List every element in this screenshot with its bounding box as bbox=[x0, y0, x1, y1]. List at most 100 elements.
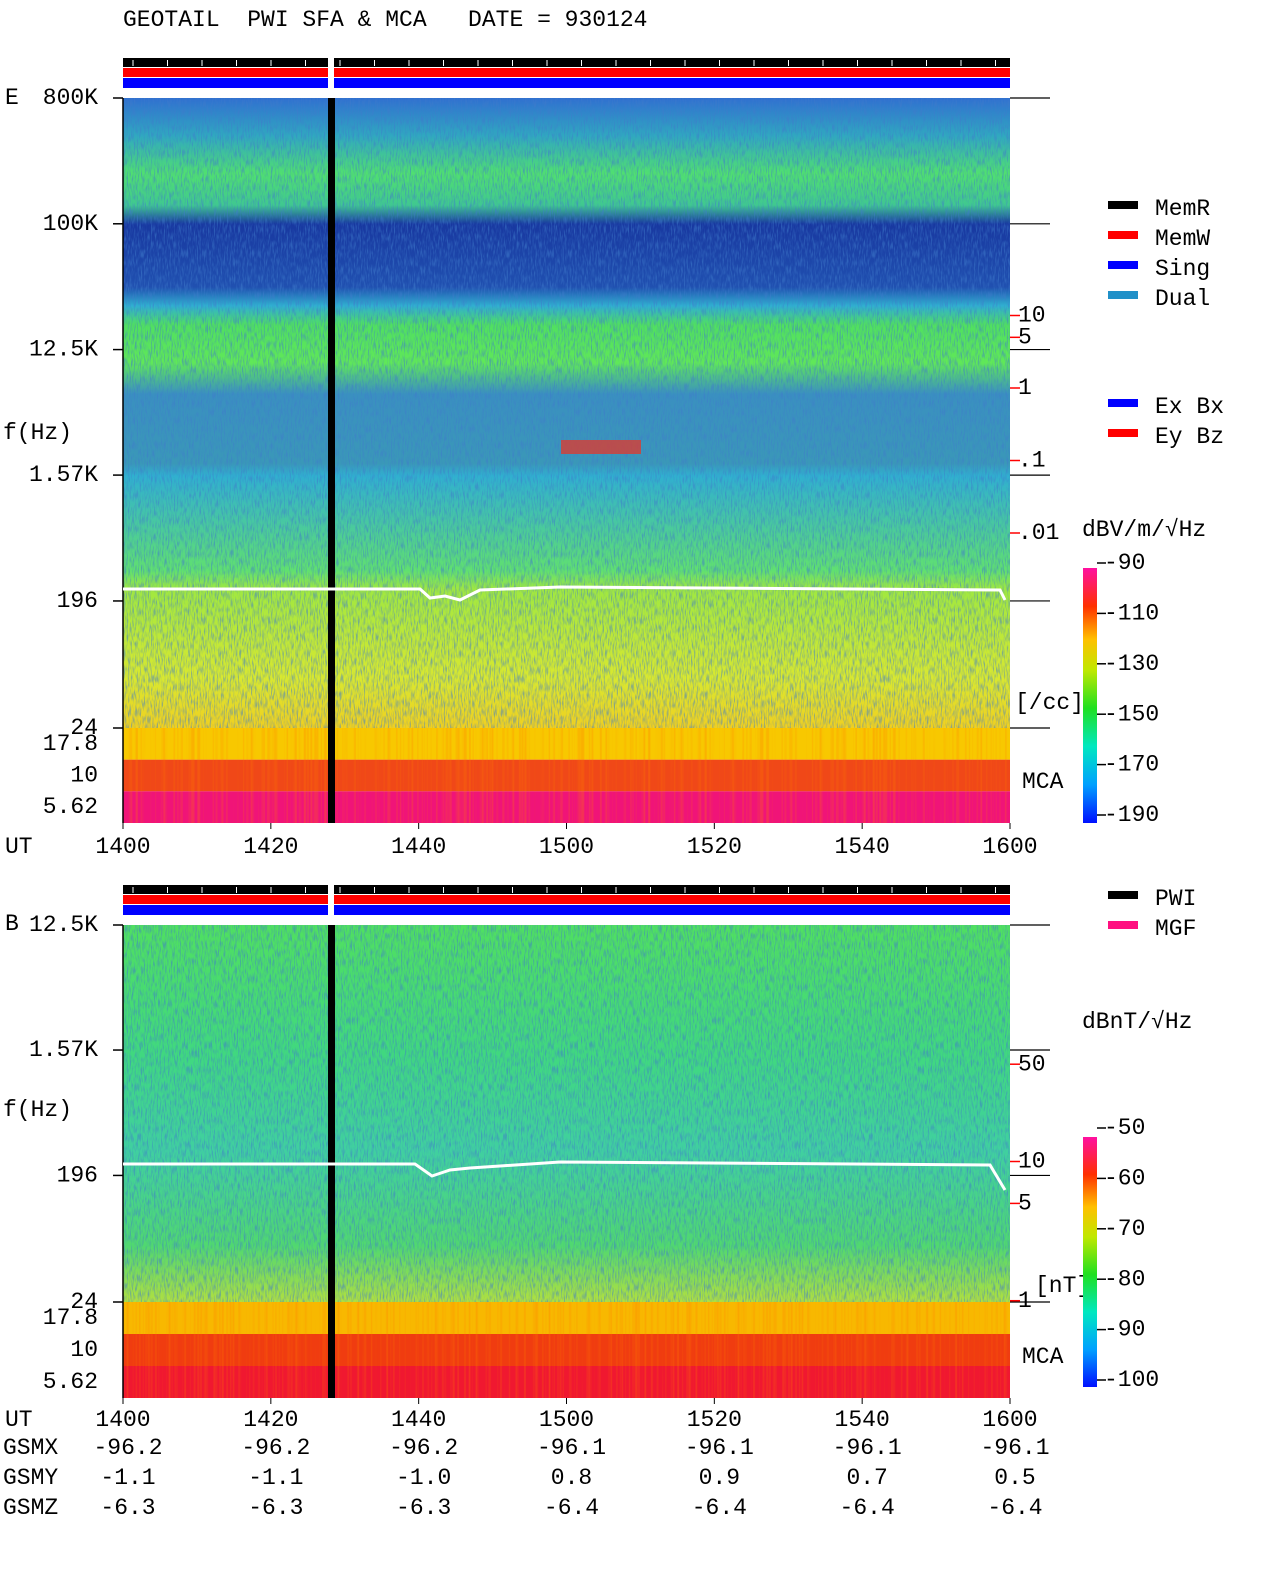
x-tick-label: 1420 bbox=[243, 834, 298, 860]
status-strip bbox=[123, 68, 1010, 77]
x-tick-label: 1520 bbox=[687, 1407, 742, 1433]
panel-label: E bbox=[5, 85, 19, 111]
orbit-value: -96.1 bbox=[685, 1435, 754, 1461]
mca-label: MCA bbox=[1022, 1344, 1064, 1370]
mca-label: MCA bbox=[1022, 769, 1064, 795]
status-strip bbox=[123, 58, 1010, 67]
colorbar-tick-label: -130 bbox=[1104, 651, 1159, 677]
x-tick-label: 1600 bbox=[982, 834, 1037, 860]
x-tick-label: 1540 bbox=[835, 834, 890, 860]
orbit-value: -6.3 bbox=[100, 1495, 155, 1521]
colorbar-tick-label: -90 bbox=[1104, 550, 1145, 576]
y-tick-label: 24 bbox=[70, 1289, 98, 1315]
x-tick-label: 1400 bbox=[95, 834, 150, 860]
colorbar bbox=[1083, 568, 1097, 823]
field-trace bbox=[123, 1160, 1007, 1191]
density-tick-label: .1 bbox=[1018, 448, 1046, 474]
y-axis-label: f(Hz) bbox=[3, 1097, 72, 1123]
colorbar-tick-label: -90 bbox=[1104, 1317, 1145, 1343]
spectrogram-texture bbox=[123, 98, 1010, 728]
colorbar-tick-label: -50 bbox=[1104, 1115, 1145, 1141]
colorbar-tick-label: -150 bbox=[1104, 701, 1159, 727]
legend-label: MemW bbox=[1155, 226, 1210, 252]
colorbar bbox=[1083, 1137, 1097, 1387]
legend-swatch bbox=[1108, 201, 1138, 209]
legend-label: PWI bbox=[1155, 886, 1196, 912]
x-tick-label: 1440 bbox=[391, 834, 446, 860]
y-tick-label: 1.57K bbox=[29, 1037, 98, 1063]
orbit-value: 0.7 bbox=[846, 1465, 887, 1491]
x-axis-label: UT bbox=[5, 834, 33, 860]
mca-channel-label: 17.8 bbox=[43, 731, 98, 757]
legend-label: Dual bbox=[1155, 286, 1210, 312]
colorbar-tick-label: -110 bbox=[1104, 600, 1159, 626]
density-tick-label: 10 bbox=[1018, 303, 1046, 329]
density-unit: [/cc] bbox=[1015, 690, 1084, 716]
orbit-value: -6.4 bbox=[840, 1495, 895, 1521]
y-tick-label: 196 bbox=[57, 588, 98, 614]
orbit-row-label: GSMY bbox=[3, 1465, 58, 1491]
data-gap bbox=[328, 925, 335, 1398]
density-tick-label: 10 bbox=[1018, 1149, 1046, 1175]
spectrogram-texture bbox=[123, 925, 1010, 1302]
legend-label: Sing bbox=[1155, 256, 1210, 282]
orbit-value: -96.2 bbox=[241, 1435, 310, 1461]
density-tick-label: .01 bbox=[1018, 520, 1059, 546]
x-axis-label: UT bbox=[5, 1407, 33, 1433]
mca-channel-label: 5.62 bbox=[43, 1369, 98, 1395]
orbit-value: -6.3 bbox=[248, 1495, 303, 1521]
status-gap bbox=[328, 885, 334, 915]
orbit-value: 0.8 bbox=[551, 1465, 592, 1491]
x-tick-label: 1540 bbox=[835, 1407, 890, 1433]
mca-texture bbox=[123, 728, 1010, 823]
density-tick-label: 5 bbox=[1018, 324, 1032, 350]
legend-swatch bbox=[1108, 891, 1138, 899]
y-tick-label: 1.57K bbox=[29, 462, 98, 488]
x-tick-label: 1400 bbox=[95, 1407, 150, 1433]
panel-label: B bbox=[5, 911, 19, 937]
mca-channel-label: 10 bbox=[70, 1337, 98, 1363]
colorbar-tick-label: -60 bbox=[1104, 1165, 1145, 1191]
orbit-value: -1.1 bbox=[248, 1465, 303, 1491]
orbit-value: -96.1 bbox=[980, 1435, 1049, 1461]
status-strip bbox=[123, 78, 1010, 88]
x-tick-label: 1500 bbox=[539, 1407, 594, 1433]
orbit-value: -6.4 bbox=[987, 1495, 1042, 1521]
legend-swatch bbox=[1108, 429, 1138, 437]
legend-swatch bbox=[1108, 399, 1138, 407]
legend-swatch bbox=[1108, 261, 1138, 269]
legend-label: Ey Bz bbox=[1155, 424, 1224, 450]
status-strip bbox=[123, 905, 1010, 915]
colorbar-tick-label: -70 bbox=[1104, 1216, 1145, 1242]
y-tick-label: 100K bbox=[43, 211, 98, 237]
orbit-value: -1.0 bbox=[396, 1465, 451, 1491]
emission-patch bbox=[561, 440, 641, 454]
legend-label: MemR bbox=[1155, 196, 1210, 222]
x-tick-label: 1500 bbox=[539, 834, 594, 860]
status-strip bbox=[123, 895, 1010, 904]
mca-channel-label: 17.8 bbox=[43, 1305, 98, 1331]
x-tick-label: 1420 bbox=[243, 1407, 298, 1433]
decorations bbox=[123, 440, 1007, 1191]
density-tick-label: 5 bbox=[1018, 1190, 1032, 1216]
chart-title: GEOTAIL PWI SFA & MCA DATE = 930124 bbox=[123, 7, 648, 33]
density-tick-label: 1 bbox=[1018, 1288, 1032, 1314]
mca-texture bbox=[123, 1302, 1010, 1398]
orbit-value: 0.9 bbox=[699, 1465, 740, 1491]
orbit-row-label: GSMZ bbox=[3, 1495, 58, 1521]
y-tick-label: 800K bbox=[43, 85, 98, 111]
y-tick-label: 24 bbox=[70, 715, 98, 741]
colorbar-label: dBnT/√Hz bbox=[1082, 1009, 1192, 1035]
status-gap bbox=[328, 58, 334, 88]
orbit-value: -96.2 bbox=[389, 1435, 458, 1461]
orbit-value: -1.1 bbox=[100, 1465, 155, 1491]
x-tick-label: 1520 bbox=[687, 834, 742, 860]
legend-label: Ex Bx bbox=[1155, 394, 1224, 420]
mca-channel-label: 10 bbox=[70, 763, 98, 789]
orbit-value: -96.1 bbox=[833, 1435, 902, 1461]
orbit-row-label: GSMX bbox=[3, 1435, 58, 1461]
mca-channel-label: 5.62 bbox=[43, 794, 98, 820]
legend-label: MGF bbox=[1155, 916, 1196, 942]
data-gap bbox=[328, 98, 335, 823]
legend-swatch bbox=[1108, 231, 1138, 239]
